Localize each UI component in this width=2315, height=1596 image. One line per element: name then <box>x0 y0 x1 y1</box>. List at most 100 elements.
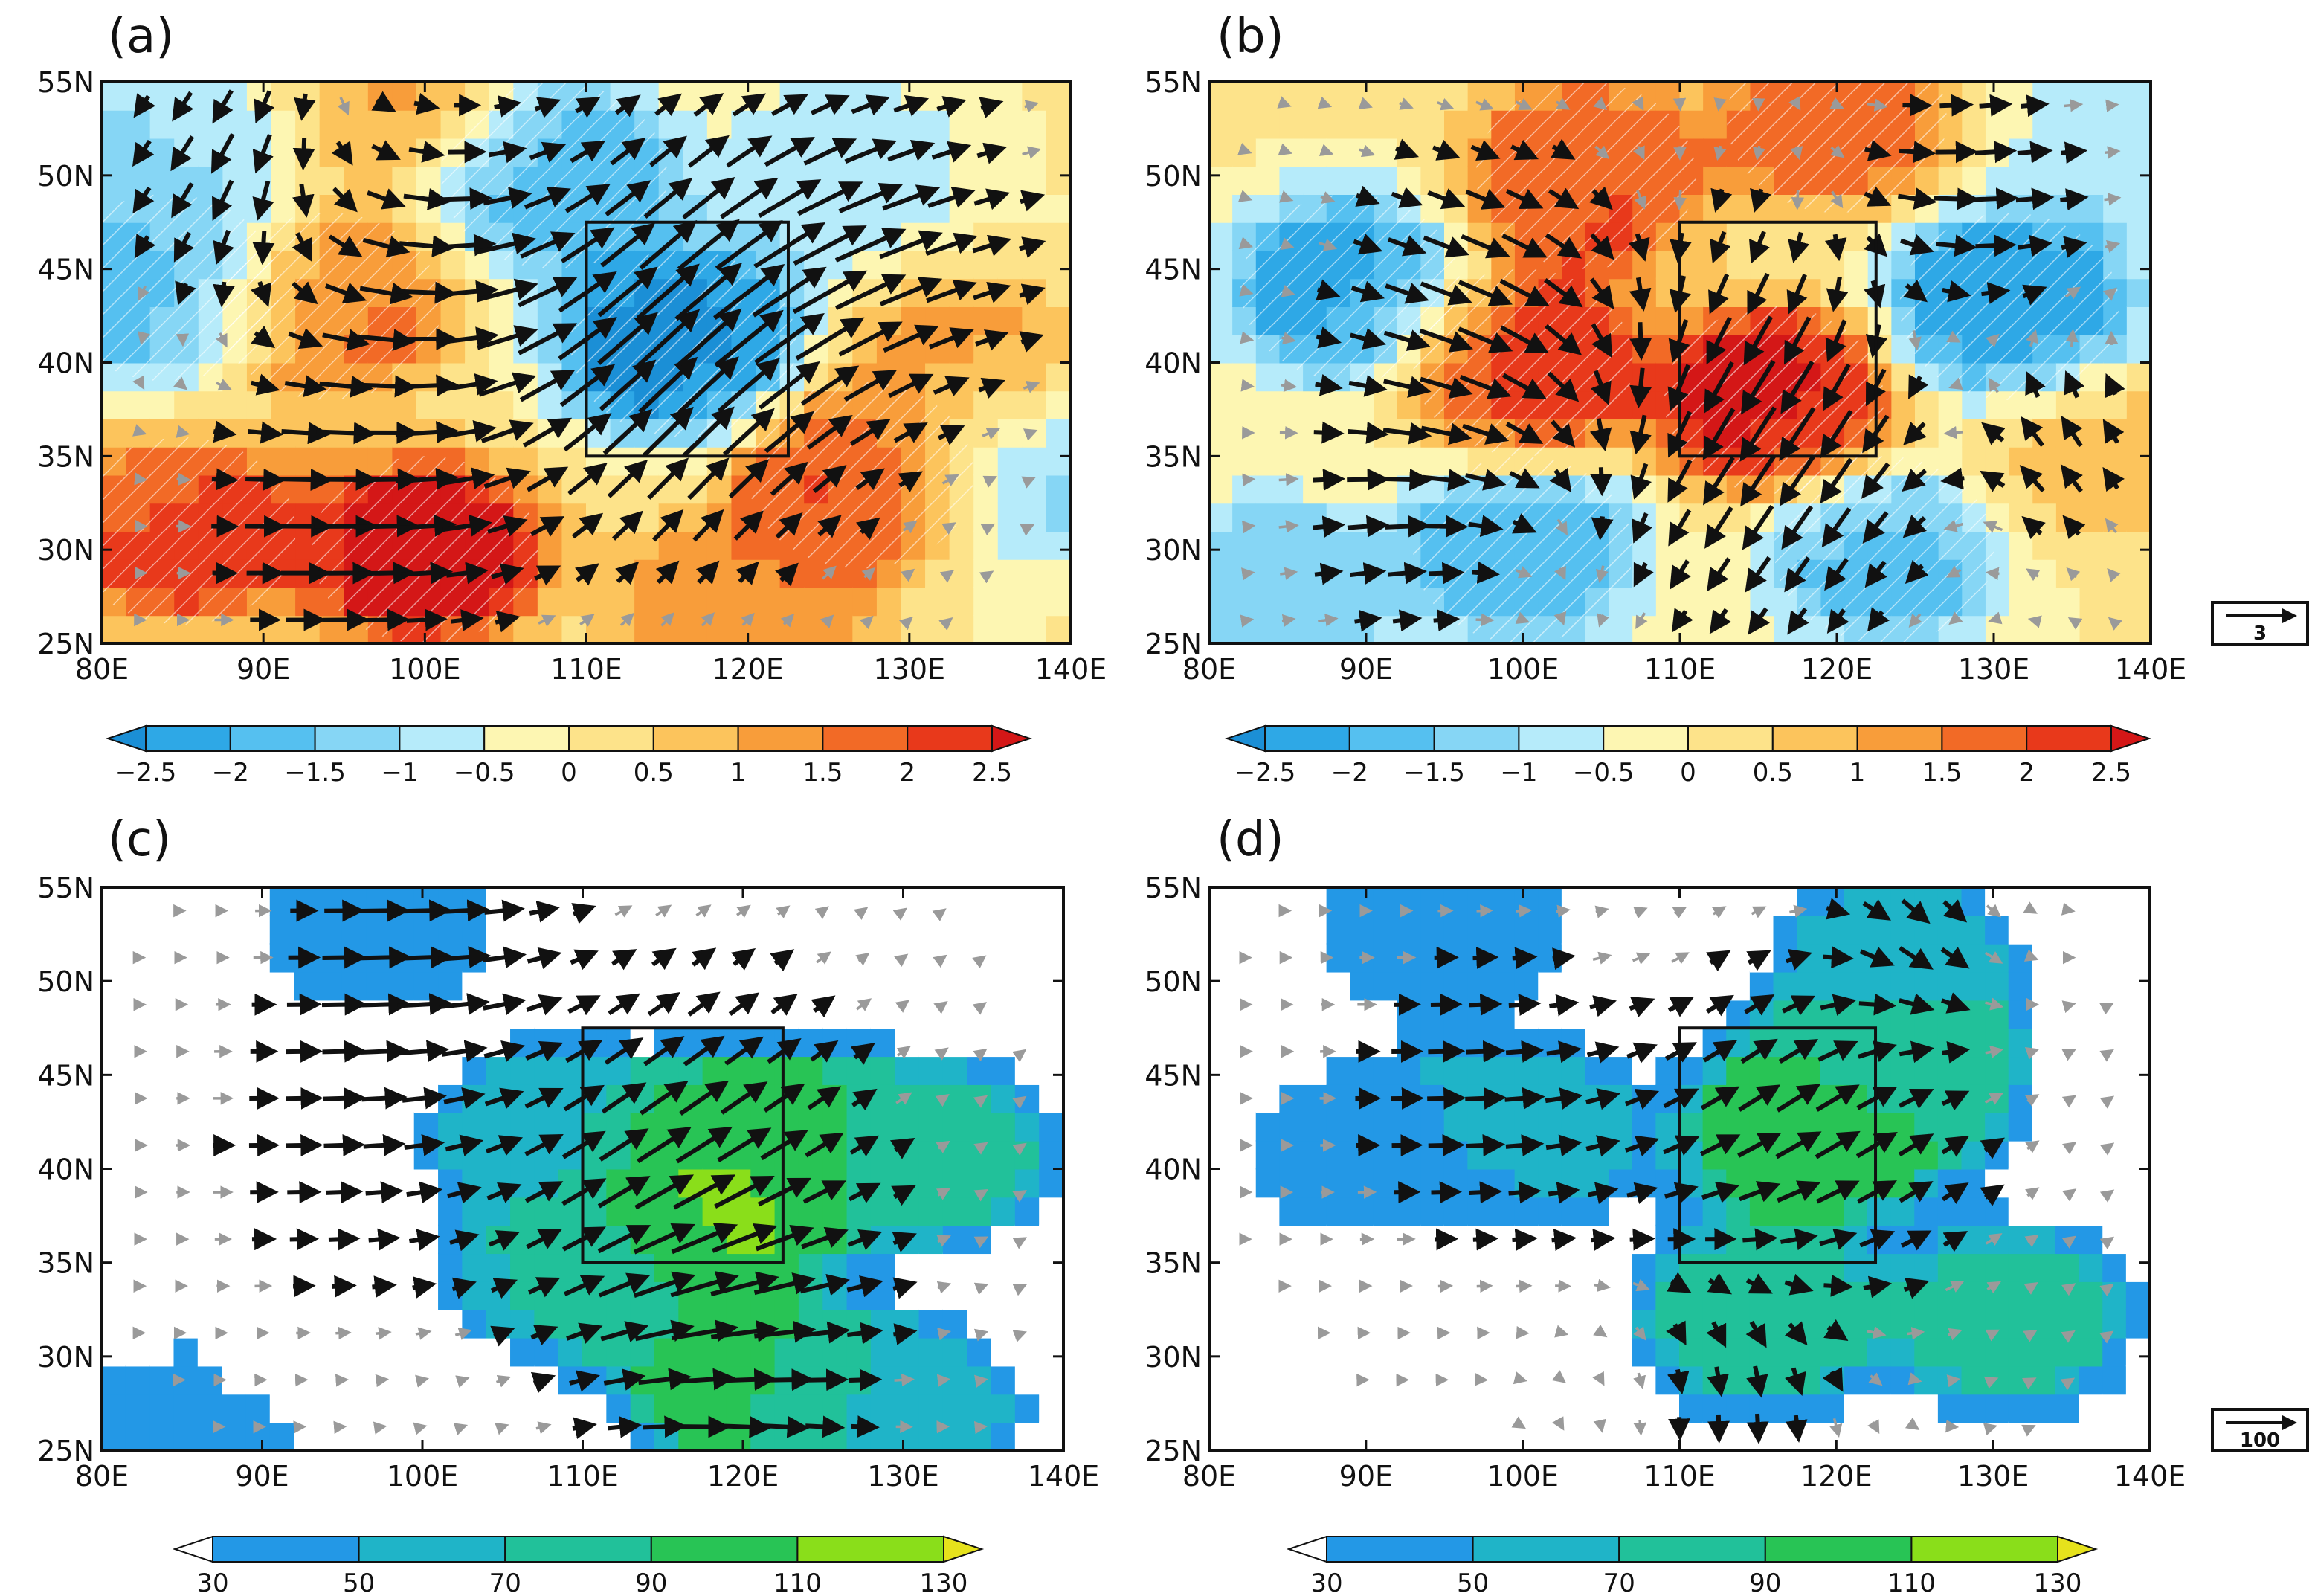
field-cell <box>942 1112 968 1142</box>
field-cell <box>942 1337 968 1367</box>
field-cell <box>1797 1393 1822 1423</box>
field-cell <box>1702 971 1728 1001</box>
field-cell <box>1820 1421 1845 1450</box>
field-cell <box>1538 1055 1563 1085</box>
wind-arrow <box>792 270 868 315</box>
field-cell <box>2055 165 2081 195</box>
wind-arrow <box>1986 567 2000 581</box>
field-cell <box>1679 614 1704 643</box>
wind-arrow <box>615 561 640 585</box>
field-cell <box>1679 915 1704 945</box>
field-cell <box>1255 1421 1281 1450</box>
field-cell <box>582 1055 608 1085</box>
field-cell <box>1420 1112 1446 1142</box>
field-cell <box>295 82 321 111</box>
field-cell <box>486 915 512 945</box>
significance-hatch <box>312 456 538 643</box>
field-cell <box>852 614 878 643</box>
wind-arrow <box>328 1228 361 1251</box>
field-cell <box>726 887 752 916</box>
field-cell <box>1491 887 1516 916</box>
wind-arrow <box>677 356 739 414</box>
y-tick-label: 35N <box>1144 1247 1202 1280</box>
field-cell <box>654 1393 680 1423</box>
field-cell <box>1232 1055 1258 1085</box>
field-cell <box>561 587 587 617</box>
field-cell <box>1632 1337 1657 1367</box>
field-cell <box>1773 1337 1798 1367</box>
field-cell <box>1255 1084 1281 1113</box>
field-cell <box>341 1055 367 1085</box>
field-cell <box>901 109 927 139</box>
field-cell <box>870 1309 896 1339</box>
field-cell <box>991 971 1017 1001</box>
field-cell <box>1374 587 1399 617</box>
field-cell <box>1303 1393 1328 1423</box>
wind-arrow <box>522 417 573 448</box>
wind-arrow <box>134 234 156 259</box>
wind-arrow <box>1350 280 1385 303</box>
field-cell <box>942 1055 968 1085</box>
field-cell <box>2032 1252 2057 1282</box>
wind-arrow <box>1746 1413 1769 1444</box>
field-cell <box>1937 915 1963 945</box>
field-cell <box>413 915 440 945</box>
wind-vectors <box>1237 94 2125 635</box>
field-cell <box>1961 1140 1986 1170</box>
wind-arrow <box>674 308 742 369</box>
field-cell <box>1014 1365 1040 1395</box>
field-cell <box>1039 1421 1063 1450</box>
field-cell <box>1609 1421 1634 1450</box>
field-cell <box>852 587 878 617</box>
field-cell <box>2126 474 2151 504</box>
wind-arrow <box>2061 902 2076 916</box>
field-cell <box>1867 1421 1893 1450</box>
field-cell <box>222 390 248 419</box>
field-cell <box>1749 971 1774 1001</box>
field-cell <box>1491 1112 1516 1142</box>
field-cell <box>1014 1168 1040 1198</box>
wind-arrow <box>775 512 803 539</box>
field-cell <box>440 250 466 280</box>
field-cell <box>2032 1027 2057 1058</box>
wind-arrow <box>1347 468 1390 491</box>
field-cell <box>1985 1196 2010 1226</box>
field-cell <box>294 1252 319 1282</box>
field-cell <box>731 559 757 588</box>
field-cell <box>610 614 636 643</box>
field-cell <box>102 1027 127 1058</box>
wind-arrow <box>519 370 576 402</box>
field-cell <box>702 887 728 916</box>
wind-arrow <box>1242 473 1256 487</box>
field-cell <box>876 614 902 643</box>
field-cell <box>245 971 271 1001</box>
field-cell <box>269 1309 295 1339</box>
wind-arrow <box>171 181 194 219</box>
wind-arrow <box>1388 562 1427 585</box>
field-cell <box>1632 1055 1657 1085</box>
wind-arrow <box>647 457 689 500</box>
field-cell <box>2102 1365 2128 1395</box>
field-cell <box>1014 999 1040 1029</box>
field-cell <box>779 109 805 139</box>
wind-arrow <box>292 281 318 305</box>
field-cell <box>1443 915 1469 945</box>
field-cell <box>2103 559 2128 588</box>
field-cell <box>1561 1421 1586 1450</box>
wind-arrow <box>321 993 367 1016</box>
field-cell <box>846 915 872 945</box>
field-cell <box>1046 390 1071 419</box>
field-cell <box>918 971 944 1001</box>
colorbar-segment <box>145 725 231 752</box>
field-cell <box>1209 1252 1234 1282</box>
wind-arrow <box>132 424 147 437</box>
wind-arrow <box>328 234 363 257</box>
field-cell <box>294 1337 319 1367</box>
wind-arrow <box>936 96 967 118</box>
field-cell <box>1420 446 1446 476</box>
field-cell <box>1962 418 1987 448</box>
field-cell <box>1279 999 1304 1029</box>
field-cell <box>1373 915 1398 945</box>
field-cell <box>774 915 800 945</box>
field-cell <box>774 971 800 1001</box>
